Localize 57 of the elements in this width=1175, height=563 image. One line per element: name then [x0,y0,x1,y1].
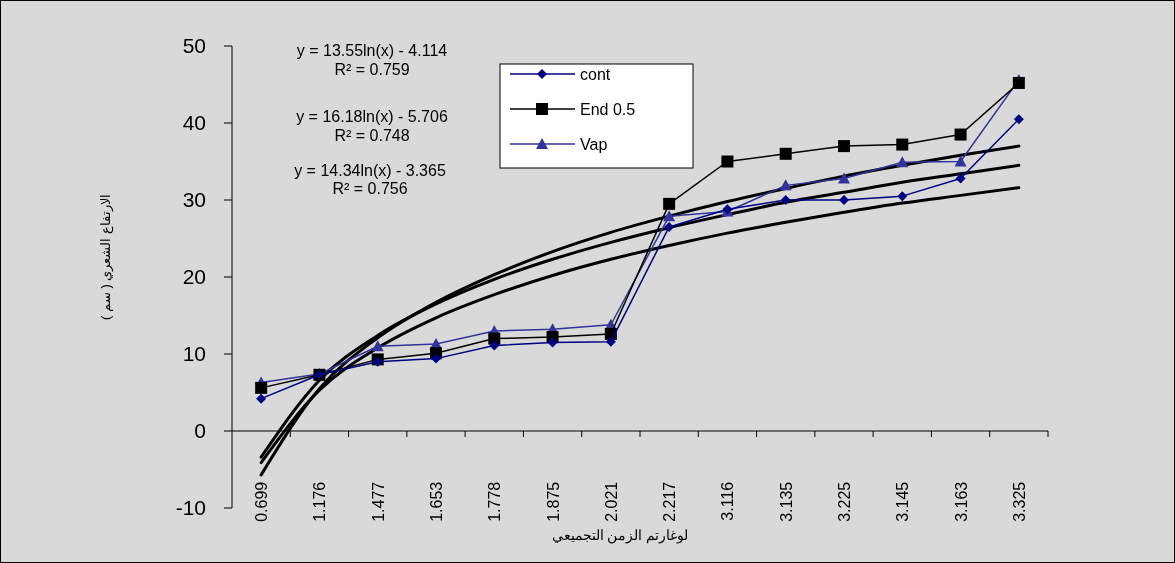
point [896,138,909,151]
point [897,191,908,202]
point [896,156,909,168]
point [954,155,967,167]
x-tick-label: 3.225 [836,481,853,522]
y-tick-label: 20 [182,265,206,289]
point [779,179,792,191]
point [371,340,384,352]
point [489,340,500,351]
point [955,173,966,184]
x-tick-label: 3.135 [777,481,795,522]
y-tick-label: 40 [182,111,206,135]
annotation: y = 16.18ln(x) - 5.706 [296,108,448,125]
point [547,337,558,348]
point [839,195,849,205]
y-tick-label: 30 [182,188,206,212]
x-tick-label: 3.325 [1010,481,1028,522]
point [721,155,734,168]
legend-label: Vap [580,135,608,153]
x-axis-title: لوغارتم الزمن التجميعي [551,527,689,544]
x-tick-label: 1.653 [428,481,445,522]
annotation: R² = 0.759 [334,61,410,78]
point [838,140,850,153]
x-tick-label: 0.699 [253,481,271,522]
point [664,221,675,232]
point [431,353,441,364]
point [954,128,967,141]
x-tick-label: 2.021 [602,481,620,522]
point [663,210,676,222]
annotation: R² = 0.748 [334,127,410,144]
point [256,393,267,404]
x-tick-label: 3.145 [894,481,912,522]
x-tick-label: 1.477 [369,481,387,522]
legend-label: cont [580,65,611,83]
x-tick-label: 1.875 [544,481,562,522]
annotation: R² = 0.756 [332,180,408,197]
point [1012,76,1025,89]
legend-label: End 0.5 [580,100,636,118]
point [255,381,268,394]
y-axis-title: الارتفاع الشعري ( سم ) [98,193,114,321]
x-tick-label: 1.176 [311,481,329,522]
point [605,336,616,347]
point [838,172,850,184]
x-tick-label: 1.778 [486,481,504,522]
x-tick-label: 3.116 [719,481,737,521]
point [780,195,791,205]
x-tick-label: 3.163 [952,481,970,522]
x-tick-label: 2.217 [661,481,679,522]
y-tick-label: 10 [182,342,206,366]
y-tick-label: 50 [182,34,206,58]
y-tick-label: -10 [175,496,206,520]
y-tick-label: 0 [194,419,206,443]
annotation: y = 14.34ln(x) - 3.365 [294,162,446,179]
point [779,147,792,160]
point [663,197,676,210]
annotation: y = 13.55ln(x) - 4.114 [296,42,448,59]
point [1013,114,1024,125]
